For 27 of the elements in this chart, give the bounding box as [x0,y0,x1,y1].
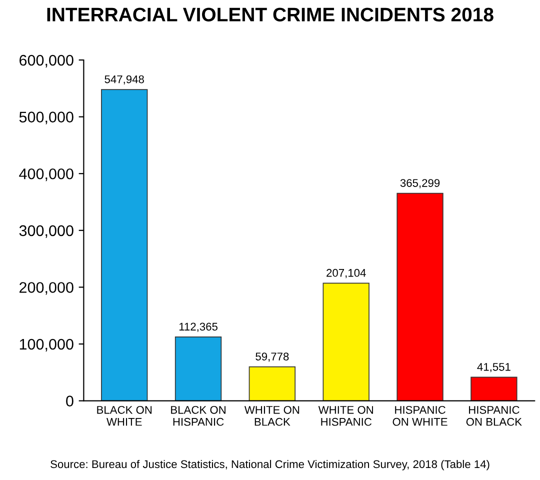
data-label: 207,104 [326,268,366,278]
bar [470,376,518,401]
y-tick-label: 0 [66,396,74,406]
y-tick-label: 100,000 [20,338,74,352]
data-label: 59,778 [256,352,289,362]
bar [396,192,444,401]
x-tick-label: WHITE ON BLACK [244,406,300,426]
x-tick-label: HISPANIC ON BLACK [466,406,522,426]
x-tick-label: BLACK ON HISPANIC [171,406,226,426]
y-tick-label: 600,000 [20,54,74,68]
x-tick-label: WHITE ON HISPANIC [318,406,373,426]
data-label: 365,299 [400,179,440,188]
source-note: Source: Bureau of Justice Statistics, National Crime Victimization Survey, 2018 (Table 14) [50,460,490,470]
data-label: 547,948 [104,75,144,85]
bar [248,366,296,401]
bar [174,336,222,401]
y-tick-label: 200,000 [20,282,74,295]
x-tick-label: HISPANIC ON WHITE [392,406,448,426]
x-tick-label: BLACK ON WHITE [97,406,152,426]
bar [101,89,148,401]
chart-title: INTERRACIAL VIOLENT CRIME INCIDENTS 2018 [47,8,494,22]
y-tick-label: 300,000 [19,225,74,238]
data-label: 112,365 [179,322,218,332]
y-tick-label: 400,000 [19,168,74,182]
data-label: 41,551 [477,363,510,372]
y-tick-label: 500,000 [19,112,74,124]
bar [322,282,370,401]
